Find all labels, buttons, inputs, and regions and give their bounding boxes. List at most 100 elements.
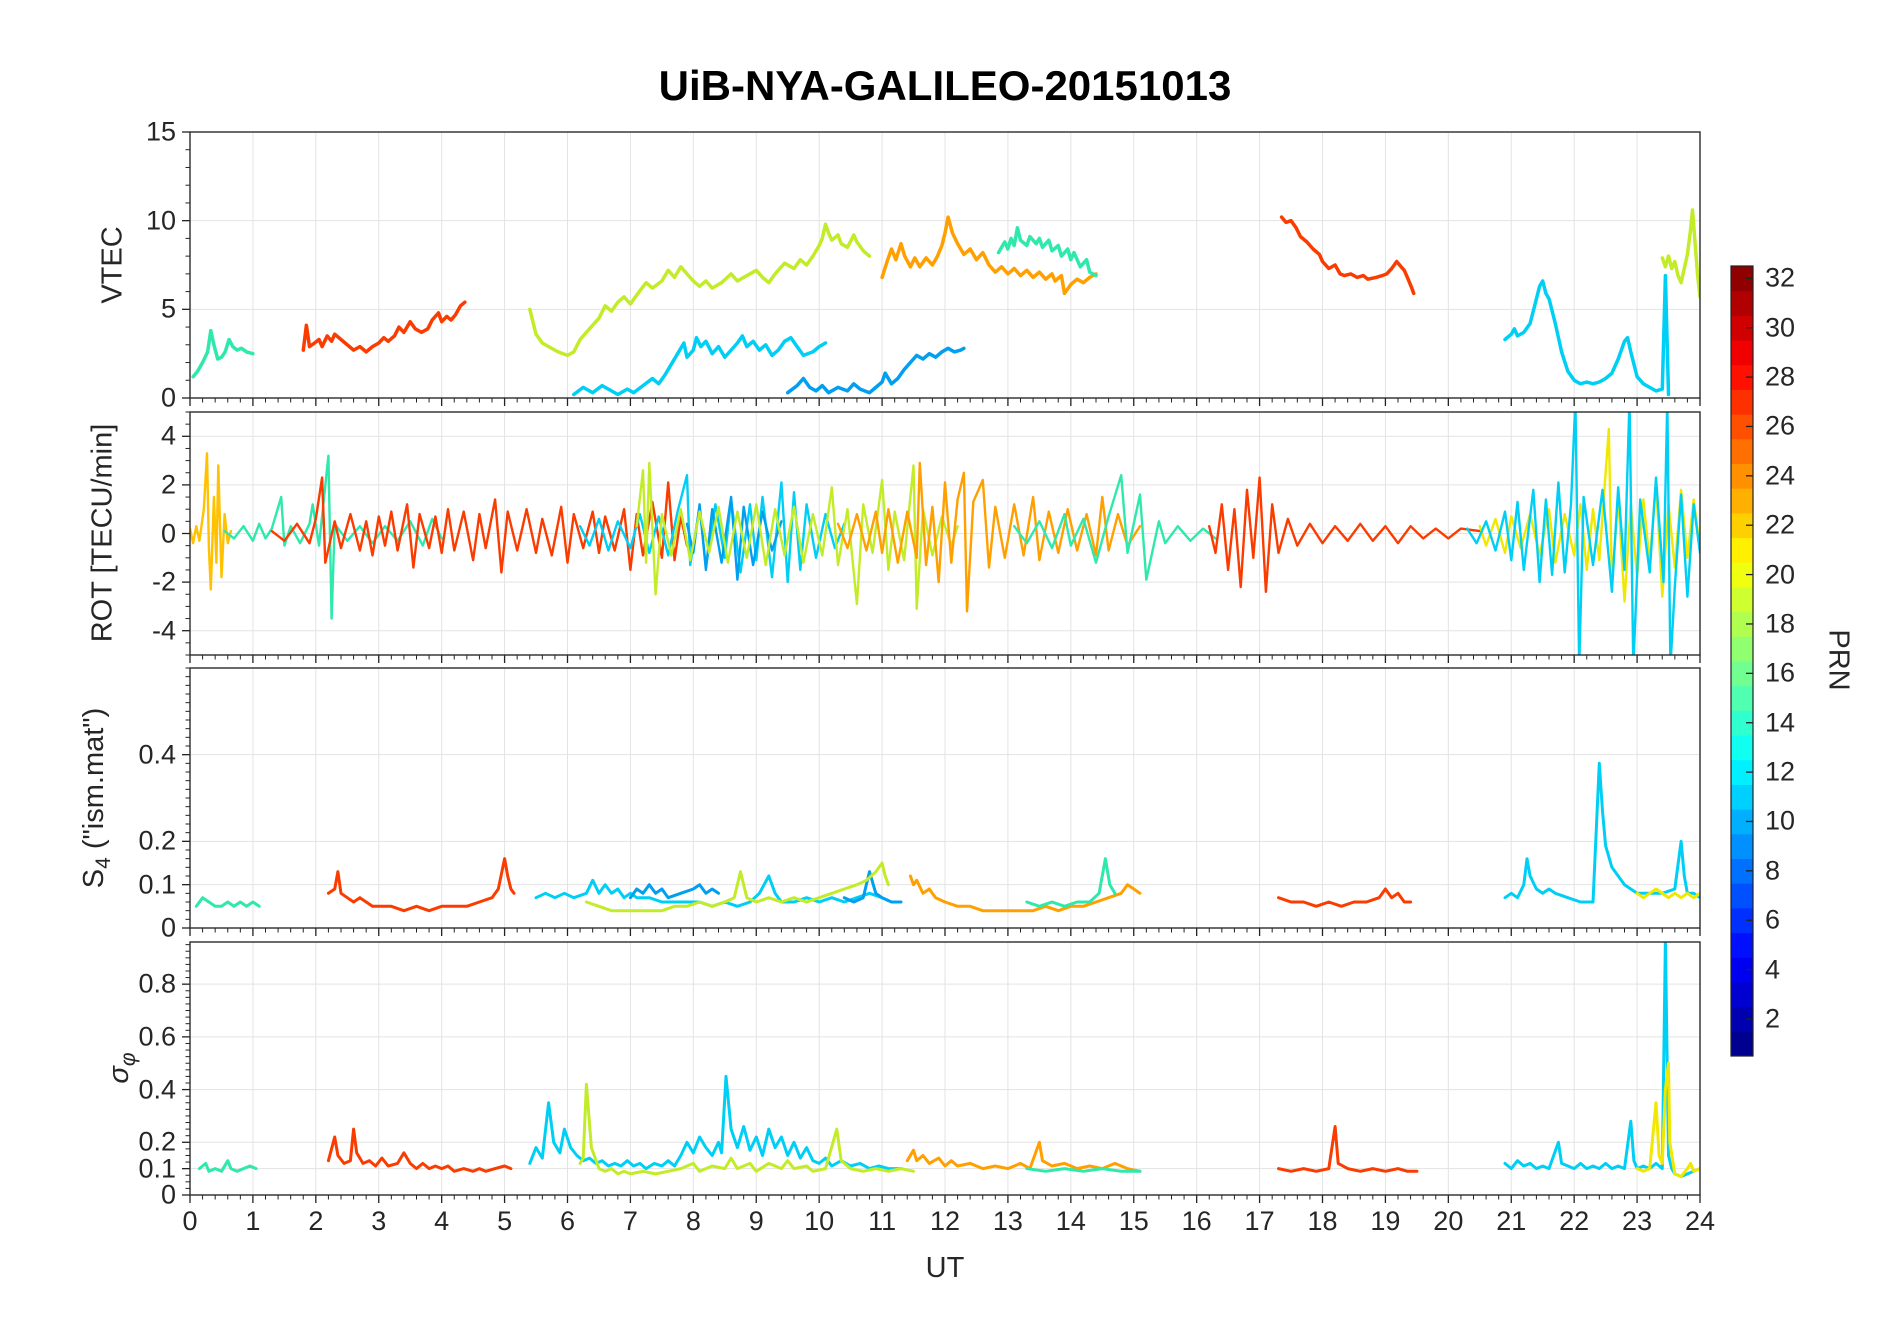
ytick-rot: -4 xyxy=(151,615,176,646)
xtick: 4 xyxy=(434,1206,450,1236)
xtick: 24 xyxy=(1684,1206,1716,1236)
series-prn11 xyxy=(1503,942,1700,1179)
series-prn24 xyxy=(836,461,1142,613)
xtick: 5 xyxy=(497,1206,513,1236)
xtick: 14 xyxy=(1055,1206,1086,1236)
ytick-s4: 0.4 xyxy=(138,739,176,770)
colorbar-tick: 28 xyxy=(1765,361,1796,392)
x-axis-label: UT xyxy=(925,1252,965,1284)
y-axis-label-rot: ROT [TECU/min] xyxy=(86,423,119,643)
series-prn14 xyxy=(194,896,261,908)
colorbar-tick: 22 xyxy=(1765,509,1796,540)
series-prn11 xyxy=(1503,761,1700,904)
xtick: 3 xyxy=(371,1206,387,1236)
ytick-rot: 4 xyxy=(160,420,176,451)
xtick: 12 xyxy=(929,1206,961,1236)
colorbar-label: PRN xyxy=(1822,629,1855,691)
series-prn19 xyxy=(584,861,890,913)
ytick-rot: -2 xyxy=(151,566,176,597)
ytick-s4: 0.2 xyxy=(138,825,176,856)
series-prn24 xyxy=(880,215,1098,296)
xtick: 6 xyxy=(559,1206,576,1236)
colorbar-tick: 10 xyxy=(1765,805,1796,836)
colorbar-gradient xyxy=(1730,265,1754,1057)
colorbar-tick: 14 xyxy=(1765,707,1796,738)
colorbar-tick: 2 xyxy=(1765,1003,1781,1034)
series-prn10 xyxy=(842,870,903,904)
xtick: 8 xyxy=(685,1206,701,1236)
series-prn19 xyxy=(635,461,959,611)
y-axis-label-vtec: VTEC xyxy=(96,226,129,304)
series-prn14 xyxy=(996,226,1098,278)
series-prn26 xyxy=(1208,476,1482,594)
plot-area-vtec xyxy=(182,131,1701,406)
xtick: 2 xyxy=(308,1206,324,1236)
colorbar-tick: 8 xyxy=(1765,855,1781,886)
series-prn19 xyxy=(578,1082,915,1176)
colorbar-tick: 30 xyxy=(1765,312,1796,343)
y-axis-label-sigma-phi: σφ xyxy=(103,1052,140,1084)
ytick-sigma: 0.4 xyxy=(138,1074,176,1105)
series-prn22 xyxy=(190,452,233,591)
xtick: 11 xyxy=(868,1206,897,1236)
xtick: 21 xyxy=(1496,1206,1527,1236)
series-prn10 xyxy=(628,883,720,900)
series-prn10 xyxy=(685,495,783,581)
colorbar-tick: 24 xyxy=(1765,460,1796,491)
colorbar-tick: 18 xyxy=(1765,608,1796,639)
series-prn19 xyxy=(1660,208,1700,299)
xtick: 1 xyxy=(245,1206,261,1236)
colorbar-tick: 32 xyxy=(1765,262,1796,293)
series-prn26 xyxy=(301,300,467,354)
ytick-sigma: 0 xyxy=(160,1179,176,1210)
plot-area-rot xyxy=(182,411,1701,663)
series-prn19 xyxy=(528,222,872,358)
xtick: 0 xyxy=(182,1206,198,1236)
series-prn26 xyxy=(326,1127,513,1173)
colorbar-tick: 4 xyxy=(1765,954,1781,985)
ytick-sigma: 0.6 xyxy=(138,1021,176,1052)
xtick: 23 xyxy=(1622,1206,1653,1236)
ytick-rot: 0 xyxy=(160,518,176,548)
ytick-s4: 0 xyxy=(160,912,176,943)
xtick: 16 xyxy=(1181,1206,1212,1236)
ytick-sigma: 0.2 xyxy=(138,1126,176,1157)
series-prn20 xyxy=(1635,1061,1700,1179)
ytick-vtec: 0 xyxy=(160,382,176,413)
figure-title: UiB-NYA-GALILEO-20151013 xyxy=(658,62,1232,109)
series-prn14 xyxy=(197,1159,258,1173)
xtick: 19 xyxy=(1370,1206,1401,1236)
series-prn11 xyxy=(1465,412,1700,655)
colorbar-tick: 26 xyxy=(1765,410,1796,441)
colorbar-tick: 12 xyxy=(1765,756,1796,787)
series-prn14 xyxy=(1025,857,1117,908)
series-prn14 xyxy=(1013,474,1217,581)
ytick-s4: 0.1 xyxy=(138,869,176,900)
series-prn26 xyxy=(326,857,516,913)
colorbar-tick: 16 xyxy=(1765,657,1796,688)
ytick-sigma: 0.1 xyxy=(138,1153,176,1184)
xtick: 13 xyxy=(992,1206,1023,1236)
series-prn14 xyxy=(191,328,255,379)
xtick: 7 xyxy=(622,1206,638,1236)
xtick: 10 xyxy=(804,1206,835,1236)
series-prn20 xyxy=(1635,887,1700,900)
series-prn14 xyxy=(1025,1167,1142,1173)
series-prn24 xyxy=(905,1140,1142,1173)
xtick: 20 xyxy=(1433,1206,1464,1236)
series-prn26 xyxy=(1277,887,1413,908)
series-prn24 xyxy=(908,874,1142,913)
xtick: 9 xyxy=(748,1206,764,1236)
ytick-vtec: 10 xyxy=(145,205,176,236)
series-prn26 xyxy=(1277,1125,1419,1173)
ytick-sigma: 0.8 xyxy=(138,968,176,999)
ytick-vtec: 5 xyxy=(160,293,176,324)
xtick: 15 xyxy=(1118,1206,1149,1236)
ytick-rot: 2 xyxy=(160,469,176,500)
xtick: 22 xyxy=(1559,1206,1590,1236)
colorbar-tick: 6 xyxy=(1765,904,1781,935)
colorbar-tick: 20 xyxy=(1765,559,1796,590)
series-prn26 xyxy=(1279,215,1416,296)
series-prn11 xyxy=(572,334,828,397)
ytick-vtec: 15 xyxy=(145,116,176,147)
